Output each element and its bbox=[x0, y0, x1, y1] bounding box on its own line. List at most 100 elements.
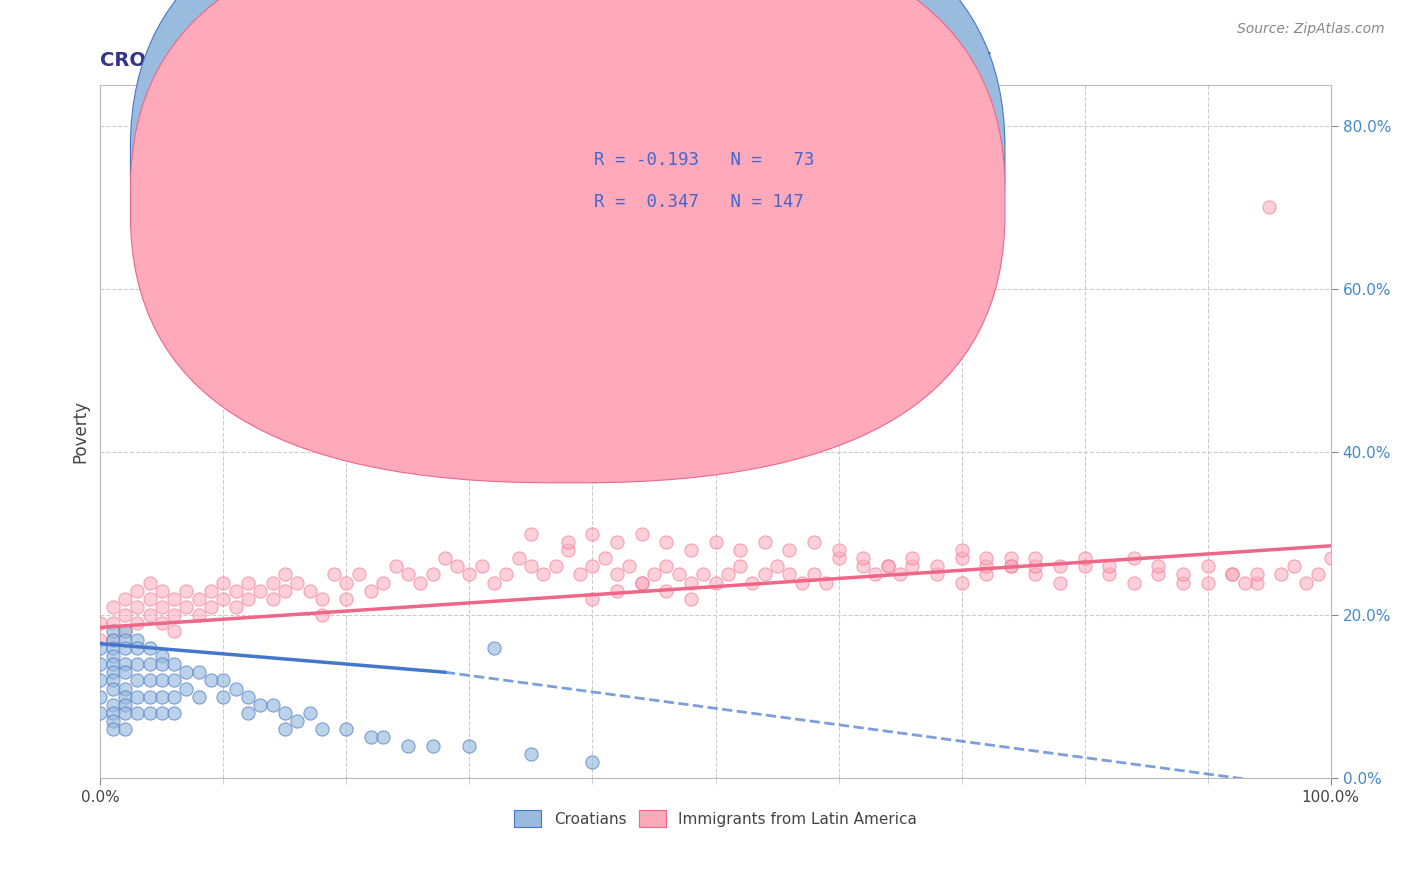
Point bbox=[114, 723, 136, 737]
Point bbox=[815, 575, 838, 590]
Point bbox=[114, 608, 136, 623]
Point bbox=[163, 690, 186, 704]
Point bbox=[101, 657, 124, 671]
Point bbox=[643, 567, 665, 582]
Point bbox=[655, 559, 678, 574]
Text: ZIP: ZIP bbox=[411, 390, 568, 473]
Point bbox=[285, 714, 308, 728]
Point bbox=[360, 731, 382, 745]
Point bbox=[274, 567, 297, 582]
Point bbox=[531, 567, 554, 582]
Point bbox=[236, 706, 259, 720]
Point bbox=[127, 583, 149, 598]
Point bbox=[127, 599, 149, 614]
Point bbox=[335, 591, 357, 606]
Point bbox=[89, 673, 111, 688]
Point bbox=[127, 616, 149, 631]
Point bbox=[212, 690, 235, 704]
Point bbox=[593, 551, 616, 566]
Point bbox=[1295, 575, 1317, 590]
Point bbox=[1270, 567, 1292, 582]
Point bbox=[1258, 201, 1281, 215]
Point bbox=[298, 583, 321, 598]
Point bbox=[630, 526, 652, 541]
Point bbox=[101, 648, 124, 663]
Point bbox=[1024, 559, 1046, 574]
Point bbox=[950, 551, 973, 566]
Point bbox=[176, 681, 198, 696]
Point bbox=[311, 591, 333, 606]
Point bbox=[384, 559, 406, 574]
Point bbox=[89, 706, 111, 720]
Point bbox=[1000, 551, 1022, 566]
Point bbox=[901, 551, 924, 566]
Point bbox=[101, 665, 124, 680]
Point bbox=[114, 690, 136, 704]
Point bbox=[101, 698, 124, 712]
Point bbox=[1147, 559, 1170, 574]
Point bbox=[852, 551, 875, 566]
Point bbox=[925, 567, 948, 582]
Point bbox=[458, 567, 481, 582]
Point bbox=[754, 534, 776, 549]
Point bbox=[1122, 575, 1144, 590]
Point bbox=[1098, 567, 1121, 582]
Point bbox=[114, 632, 136, 647]
Point bbox=[114, 665, 136, 680]
Point bbox=[101, 616, 124, 631]
Point bbox=[274, 723, 297, 737]
Point bbox=[101, 632, 124, 647]
Point bbox=[606, 534, 628, 549]
Point bbox=[1000, 559, 1022, 574]
Point bbox=[778, 567, 800, 582]
Point bbox=[1049, 575, 1071, 590]
Point bbox=[581, 559, 603, 574]
Point bbox=[138, 591, 160, 606]
Point bbox=[1073, 551, 1095, 566]
Point bbox=[163, 706, 186, 720]
Point bbox=[114, 624, 136, 639]
Point bbox=[728, 559, 751, 574]
Point bbox=[212, 673, 235, 688]
Point bbox=[187, 608, 209, 623]
Point bbox=[150, 616, 173, 631]
Point bbox=[925, 559, 948, 574]
Point bbox=[150, 673, 173, 688]
Point bbox=[311, 723, 333, 737]
Point bbox=[335, 723, 357, 737]
Point bbox=[827, 542, 849, 557]
Point bbox=[482, 640, 505, 655]
Y-axis label: Poverty: Poverty bbox=[72, 401, 89, 463]
Point bbox=[508, 551, 530, 566]
Point bbox=[150, 690, 173, 704]
Point bbox=[1308, 567, 1330, 582]
Point bbox=[298, 706, 321, 720]
Point bbox=[150, 599, 173, 614]
Point bbox=[557, 542, 579, 557]
Point bbox=[1319, 551, 1341, 566]
Point bbox=[1246, 575, 1268, 590]
Point bbox=[114, 681, 136, 696]
Point bbox=[127, 632, 149, 647]
Point bbox=[101, 599, 124, 614]
Point bbox=[127, 673, 149, 688]
Point bbox=[422, 739, 444, 753]
Point bbox=[704, 534, 727, 549]
Point bbox=[876, 559, 898, 574]
Point bbox=[212, 575, 235, 590]
Point bbox=[187, 665, 209, 680]
Point bbox=[101, 624, 124, 639]
Point bbox=[373, 731, 395, 745]
Point bbox=[163, 608, 186, 623]
Point bbox=[865, 567, 887, 582]
Point bbox=[1073, 559, 1095, 574]
Point bbox=[249, 698, 271, 712]
Point bbox=[274, 583, 297, 598]
Point bbox=[974, 551, 997, 566]
Point bbox=[127, 657, 149, 671]
Point bbox=[569, 567, 592, 582]
Point bbox=[101, 632, 124, 647]
Point bbox=[150, 648, 173, 663]
Point bbox=[974, 567, 997, 582]
Point bbox=[101, 714, 124, 728]
